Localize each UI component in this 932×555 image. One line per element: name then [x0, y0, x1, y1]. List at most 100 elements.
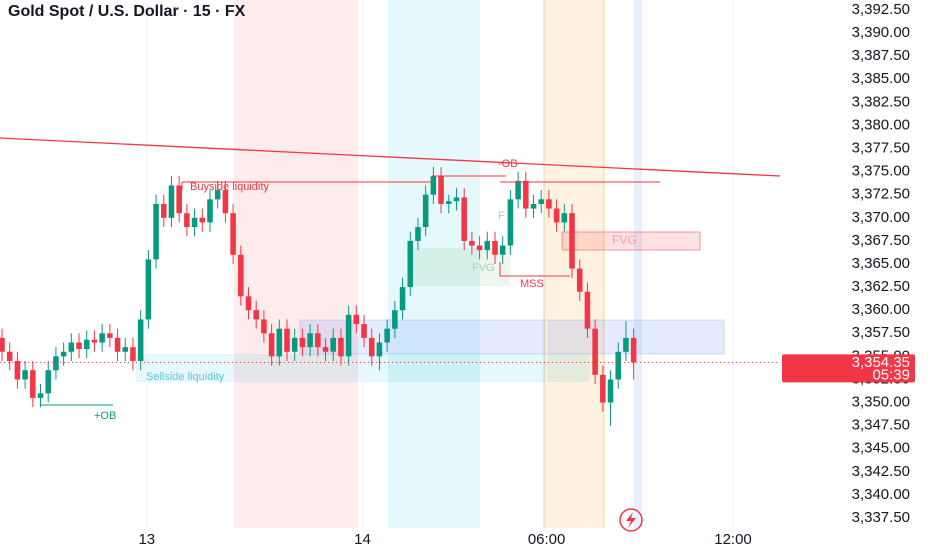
annotation: -OB [498, 158, 518, 170]
candle-body [45, 370, 51, 394]
background-layer [136, 0, 725, 528]
y-tick-label: 3,350.00 [852, 394, 910, 411]
candle-body [199, 217, 206, 223]
y-tick-label: 3,347.50 [852, 417, 910, 434]
y-tick-label: 3,362.50 [852, 278, 910, 295]
candle-body [176, 185, 182, 214]
candle-body [368, 337, 375, 357]
replay-icon[interactable] [626, 512, 636, 528]
candle-body [422, 194, 429, 228]
candle-body [145, 259, 152, 320]
candle-body [492, 240, 498, 255]
candle-body [214, 190, 221, 200]
candle-body [615, 351, 622, 380]
candle-body [160, 203, 167, 218]
candle-body [523, 180, 529, 209]
candle-body [484, 240, 491, 251]
replay-icon[interactable] [619, 508, 643, 532]
y-tick-label: 3,390.00 [852, 24, 910, 41]
candle-body [623, 337, 629, 352]
x-tick-label: 13 [138, 531, 155, 548]
candle-body [68, 342, 75, 352]
candle-body [469, 240, 475, 246]
y-tick-label: 3,377.50 [852, 140, 910, 157]
y-tick-label: 3,337.50 [852, 509, 910, 526]
candle-body [530, 203, 537, 209]
candle-body [322, 347, 329, 352]
candle-body [22, 370, 28, 380]
candle-body [384, 328, 390, 343]
candle-body [330, 337, 337, 352]
candle-body [91, 339, 98, 343]
candle-body [592, 328, 598, 375]
y-tick-label: 3,385.00 [852, 70, 910, 87]
candle-body [153, 203, 159, 260]
candle-body [114, 337, 121, 352]
candle-body [37, 393, 44, 398]
candle-body [538, 199, 544, 204]
candle-body [122, 347, 129, 352]
candle-body [284, 328, 290, 352]
candle-body [191, 217, 198, 228]
y-tick-label: 3,380.00 [852, 116, 910, 133]
annotation: MSS [520, 278, 544, 290]
candle-body [584, 291, 591, 329]
y-tick-label: 3,365.00 [852, 255, 910, 272]
candle-body [376, 342, 383, 357]
annotation: Sellside liquidity [146, 371, 225, 383]
candle-body [30, 370, 36, 398]
x-tick-label: 12:00 [714, 531, 752, 548]
candle-body [569, 213, 575, 269]
y-tick-label: 3,375.00 [852, 163, 910, 180]
annotation-layer: Buyside liquidity -OB Sellside liquidity… [0, 137, 781, 532]
x-tick-label: 06:00 [528, 531, 566, 548]
candle-body [0, 337, 5, 352]
candle-body [353, 314, 360, 325]
candle-body [446, 201, 452, 204]
candle-body [438, 176, 444, 204]
candle-body [222, 190, 229, 214]
candle-body [338, 337, 344, 357]
annotation: FVG [472, 262, 495, 274]
candle-body [561, 213, 568, 223]
candle-body [407, 240, 414, 288]
chart-title: Gold Spot / U.S. Dollar · 15 · FX [8, 3, 246, 20]
mss-line [499, 262, 570, 277]
y-tick-label: 3,357.50 [852, 324, 910, 341]
candle-body [107, 333, 113, 338]
annotation: FVG [612, 233, 637, 247]
candle-body [53, 356, 59, 371]
last-price-box [782, 354, 915, 383]
candle-body [600, 374, 606, 403]
candle-body [130, 347, 136, 361]
candle-body [14, 360, 21, 380]
session-band [388, 0, 480, 528]
candle-body [307, 333, 313, 348]
candle-body [137, 319, 144, 361]
candle-body [291, 337, 298, 352]
candle-body [461, 197, 467, 241]
y-tick-label: 3,360.00 [852, 301, 910, 318]
candle-body [630, 337, 637, 363]
candle-body [76, 342, 82, 349]
candle-body [276, 328, 283, 357]
candle-body [453, 197, 460, 202]
candle-body [553, 208, 560, 223]
candle-body [184, 213, 190, 228]
candle-body [315, 333, 321, 348]
candle-body [230, 213, 236, 255]
y-tick-label: 3,372.50 [852, 186, 910, 203]
y-tick-label: 3,367.50 [852, 232, 910, 249]
candle-body [546, 199, 552, 209]
candle-body [253, 310, 259, 320]
candle-body [245, 296, 252, 311]
candle-body [60, 351, 67, 357]
annotation: +OB [94, 410, 116, 422]
candle-body [268, 333, 275, 357]
candle-body [261, 319, 267, 334]
candle-body [576, 268, 583, 292]
session-band [234, 0, 358, 528]
y-tick-label: 3,340.00 [852, 486, 910, 503]
candle-body [392, 310, 398, 329]
